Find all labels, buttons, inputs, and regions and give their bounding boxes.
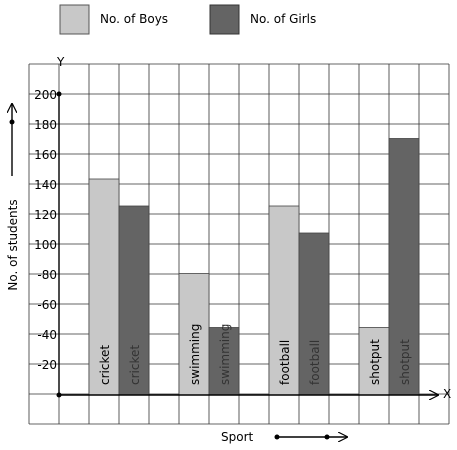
bar-girls-football xyxy=(298,232,330,396)
y-tick-label: 120 xyxy=(34,208,57,222)
bar-label-girls-shotput: shotput xyxy=(398,339,412,385)
bar-label-girls-football: football xyxy=(308,340,322,385)
bar-label-boys-swimming: swimming xyxy=(188,324,202,385)
bar-girls-cricket xyxy=(118,205,150,396)
bar-label-girls-swimming: swimming xyxy=(218,324,232,385)
y-tick-label: -60 xyxy=(37,298,57,312)
y-tick-label: 100 xyxy=(34,238,57,252)
y-tick-label: 200 xyxy=(34,88,57,102)
y-tick-label: -80 xyxy=(37,268,57,282)
axes xyxy=(56,91,439,398)
axis-point xyxy=(56,91,62,97)
legend-label-girls: No. of Girls xyxy=(250,12,316,26)
axis-point xyxy=(56,392,62,398)
bar-label-boys-football: football xyxy=(278,340,292,385)
x-axis-letter: X xyxy=(443,387,451,401)
y-axis-letter: Y xyxy=(56,55,65,69)
bar-girls-shotput xyxy=(388,138,420,396)
x-axis-title: Sport xyxy=(221,430,254,444)
y-tick-label: -20 xyxy=(37,358,57,372)
x-direction-arrow xyxy=(274,435,348,440)
bar-labels: cricket swimming football shotput cricket swi… xyxy=(98,324,412,385)
bar-girls-swimming xyxy=(208,327,240,396)
bars xyxy=(88,138,420,396)
y-axis-title: No. of students xyxy=(6,199,20,290)
legend: No. of Boys No. of Girls xyxy=(59,4,316,35)
bar-label-boys-shotput: shotput xyxy=(368,339,382,385)
y-tick-label: -40 xyxy=(37,328,57,342)
legend-swatch-boys xyxy=(59,4,90,35)
bar-label-girls-cricket: cricket xyxy=(128,345,142,385)
legend-label-boys: No. of Boys xyxy=(100,12,168,26)
y-tick-label: 160 xyxy=(34,148,57,162)
bar-boys-cricket xyxy=(88,178,120,396)
legend-swatch-girls xyxy=(209,4,240,35)
y-direction-arrow xyxy=(10,104,15,176)
y-tick-labels: -20 -40 -60 -80 100 120 140 160 180 200 xyxy=(34,88,57,372)
y-tick-label: 180 xyxy=(34,118,57,132)
bar-label-boys-cricket: cricket xyxy=(98,345,112,385)
y-tick-label: 140 xyxy=(34,178,57,192)
